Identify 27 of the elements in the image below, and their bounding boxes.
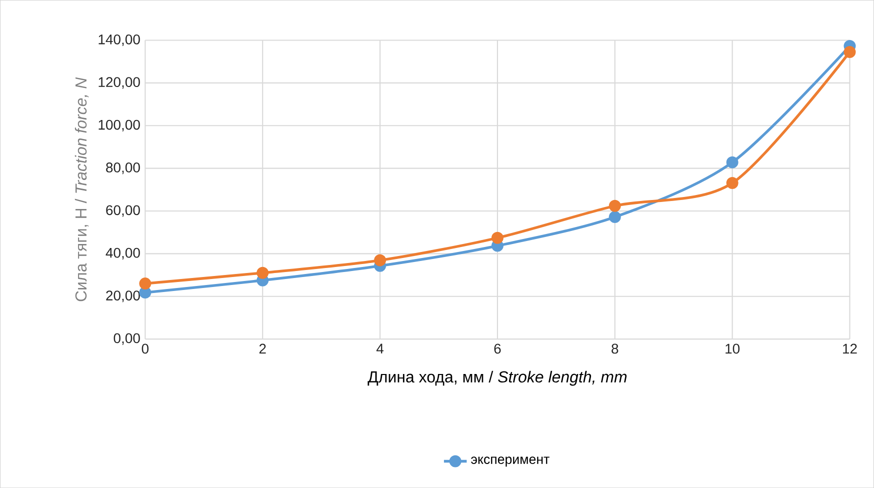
point — [608, 200, 621, 212]
y-axis-title: Сила тяги, Н / Traction force, N — [74, 77, 89, 302]
y-tick-label: 40,00 — [106, 248, 140, 260]
y-tick-label: 140,00 — [98, 34, 140, 46]
y-tick-label: 0,00 — [114, 333, 140, 345]
x-tick-label: 4 — [376, 344, 384, 354]
x-tick-label: 6 — [494, 344, 501, 354]
point — [844, 46, 856, 58]
x-tick-label: 10 — [726, 344, 740, 354]
x-axis-title: Длина хода, мм / Stroke length, mm — [368, 370, 627, 386]
y-tick-label: 60,00 — [106, 205, 140, 217]
x-tick-label: 0 — [142, 344, 149, 354]
point — [256, 266, 269, 279]
point — [139, 277, 152, 290]
y-tick-label: 120,00 — [98, 77, 140, 89]
x-tick-label: 12 — [843, 344, 857, 354]
y-tick-label: 20,00 — [106, 290, 140, 302]
y-tick-label: 100,00 — [98, 120, 140, 132]
point — [726, 176, 738, 189]
point — [608, 210, 621, 223]
y-tick-label: 80,00 — [106, 162, 140, 174]
legend-label: эксперимент — [471, 456, 550, 466]
x-tick-label: 2 — [259, 344, 266, 354]
point — [374, 254, 386, 266]
x-tick-label: 8 — [612, 344, 618, 354]
point — [491, 232, 504, 244]
point — [726, 156, 738, 168]
